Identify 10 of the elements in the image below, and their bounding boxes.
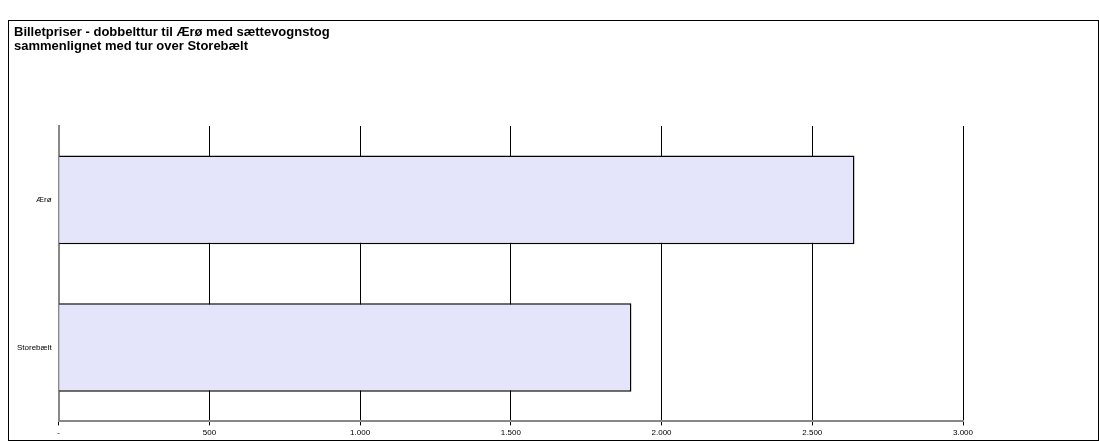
x-tick-label: 3.000 bbox=[952, 428, 974, 438]
y-tick-label: Storebælt bbox=[17, 342, 53, 352]
x-tick-label: 2.000 bbox=[651, 428, 673, 438]
x-tick-label: - bbox=[57, 428, 61, 438]
chart-title: Billetpriser - dobbelttur til Ærø med sættevognstog sammenlignet med tur over Storebælt bbox=[14, 24, 330, 53]
x-tick-label: 1.500 bbox=[500, 428, 522, 438]
x-tick-label: 1.000 bbox=[350, 428, 371, 438]
y-tick-label: Ærø bbox=[36, 195, 52, 205]
x-tick-label: 2.500 bbox=[802, 428, 823, 438]
x-tick-label: 500 bbox=[202, 428, 217, 438]
